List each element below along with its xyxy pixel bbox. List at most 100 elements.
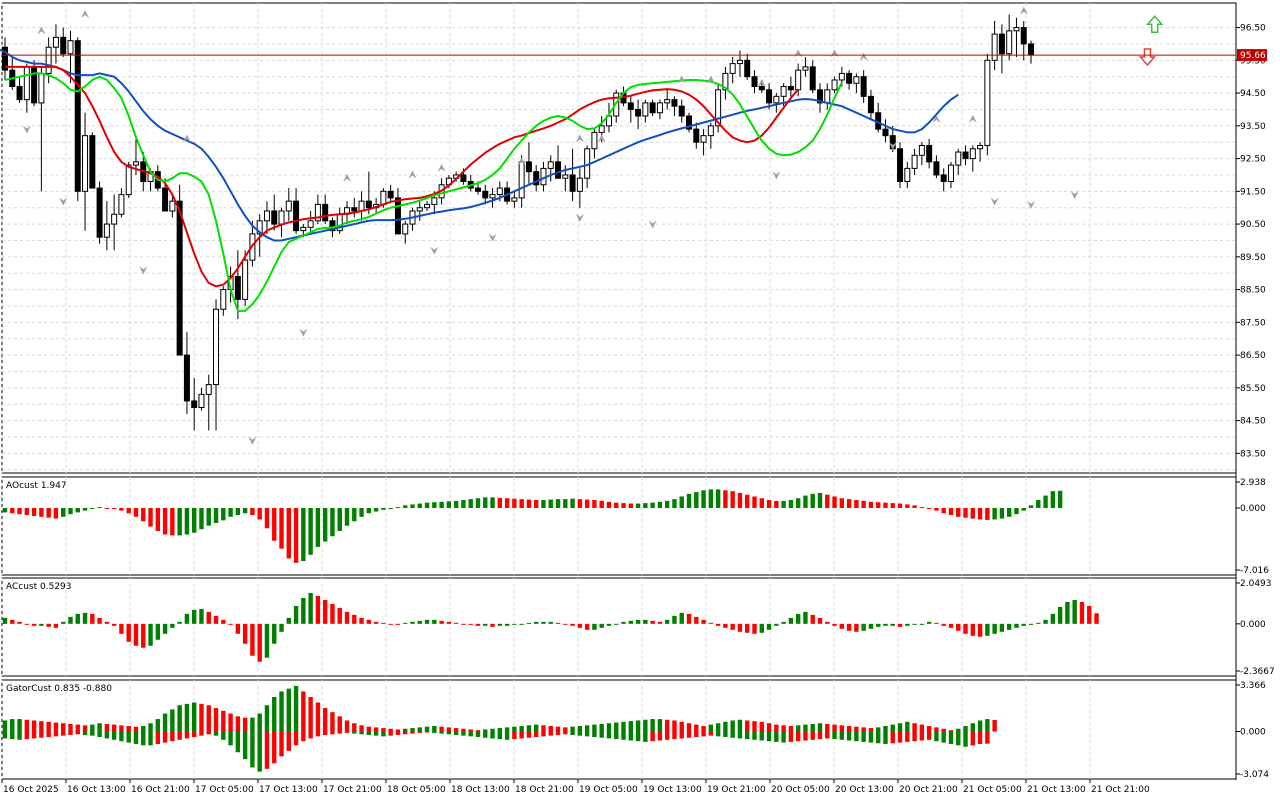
gator-lower-bar <box>839 731 845 740</box>
histogram-bar <box>897 503 903 508</box>
gator-lower-bar <box>534 731 539 738</box>
histogram-bar <box>1014 507 1019 515</box>
fractal-up-arrow <box>343 173 352 182</box>
gator-upper-bar <box>832 724 837 732</box>
gator-upper-bar <box>381 728 386 732</box>
histogram-bar <box>956 623 961 631</box>
fractal-up-arrow <box>81 10 90 19</box>
gator-upper-bar <box>970 723 976 732</box>
gator-upper-bar <box>504 727 510 732</box>
histogram-bar <box>926 507 932 509</box>
time-axis-label: 18 Oct 13:00 <box>451 785 510 795</box>
gator-upper-bar <box>541 725 546 732</box>
histogram-bar <box>315 595 321 624</box>
histogram-bar <box>795 613 801 624</box>
bull-candle <box>547 161 554 169</box>
gator-lower-bar <box>563 731 568 735</box>
gator-lower-bar <box>475 731 481 738</box>
histogram-bar <box>643 503 648 508</box>
histogram-bar <box>912 505 917 508</box>
gator-lower-bar <box>614 731 619 740</box>
histogram-bar <box>774 500 779 508</box>
histogram-bar <box>381 622 386 624</box>
histogram-bar <box>883 502 888 508</box>
histogram-bar <box>672 499 677 508</box>
histogram-bar <box>730 491 735 508</box>
fractal-up-arrow <box>859 52 868 61</box>
gator-lower-bar <box>279 731 284 757</box>
gator-lower-bar <box>483 731 488 738</box>
indicator-tick-label: 2.938 <box>1240 478 1266 488</box>
gator-lower-bar <box>919 731 925 741</box>
price-tick-label: 91.50 <box>1240 187 1266 197</box>
gator-lower-bar <box>461 731 466 736</box>
histogram-bar <box>861 623 866 631</box>
panel-frame-ao <box>1 476 1237 576</box>
gator-upper-bar <box>461 728 466 732</box>
histogram-bar <box>90 507 95 509</box>
gator-upper-bar <box>133 726 139 732</box>
gator-upper-bar <box>985 719 990 732</box>
histogram-bar <box>119 507 124 511</box>
gator-upper-bar <box>221 710 226 732</box>
histogram-bar <box>1028 505 1034 508</box>
bear-candle <box>365 200 372 209</box>
histogram-bar <box>876 623 881 627</box>
gator-lower-bar <box>606 731 612 739</box>
gator-upper-bar <box>475 730 481 732</box>
fractal-down-arrow <box>248 436 257 445</box>
histogram-bar <box>104 621 110 624</box>
bull-candle <box>576 177 583 192</box>
histogram-bar <box>897 623 903 627</box>
gator-upper-bar <box>126 725 131 732</box>
histogram-bar <box>839 498 845 508</box>
gator-lower-bar <box>39 731 44 738</box>
time-axis-label: 19 Oct 13:00 <box>643 785 702 795</box>
histogram-bar <box>213 615 219 624</box>
gator-lower-bar <box>650 731 655 742</box>
histogram-bar <box>388 623 393 625</box>
gator-upper-bar <box>410 728 415 732</box>
histogram-bar <box>359 617 364 624</box>
gator-lower-bar <box>788 731 794 742</box>
gator-lower-bar <box>17 731 22 740</box>
histogram-bar <box>1036 622 1041 624</box>
gator-lower-bar <box>417 731 422 733</box>
gator-lower-bar <box>301 731 306 742</box>
histogram-bar <box>170 623 175 628</box>
bull-candle <box>977 144 984 150</box>
histogram-bar <box>810 614 815 624</box>
histogram-bar <box>715 623 721 626</box>
gator-upper-bar <box>257 713 262 732</box>
histogram-bar <box>715 489 721 508</box>
histogram-bar <box>213 507 219 524</box>
gator-lower-bar <box>548 731 553 736</box>
bull-candle <box>591 131 598 150</box>
histogram-bar <box>795 498 801 508</box>
histogram-bar <box>126 507 131 514</box>
gator-upper-bar <box>519 725 524 732</box>
bear-candle <box>1028 43 1035 56</box>
histogram-bar <box>439 620 444 624</box>
gator-upper-bar <box>715 723 721 732</box>
gator-upper-bar <box>10 719 15 732</box>
histogram-bar <box>75 507 80 513</box>
histogram-bar <box>148 623 153 646</box>
histogram-bar <box>905 504 910 508</box>
bear-candle <box>933 161 940 176</box>
histogram-bar <box>1094 613 1099 624</box>
fractal-down-arrow <box>430 246 439 255</box>
histogram-bar <box>424 502 430 508</box>
bull-candle <box>416 207 423 212</box>
gator-lower-bar <box>832 731 837 740</box>
bull-candle <box>82 135 89 192</box>
gator-lower-bar <box>235 731 241 753</box>
histogram-bar <box>344 507 350 526</box>
gator-lower-bar <box>352 731 357 734</box>
histogram-bar <box>919 623 925 625</box>
gator-lower-bar <box>148 731 153 746</box>
gator-lower-bar <box>468 731 473 737</box>
fractal-down-arrow <box>1070 191 1079 200</box>
gator-upper-bar <box>293 685 299 732</box>
